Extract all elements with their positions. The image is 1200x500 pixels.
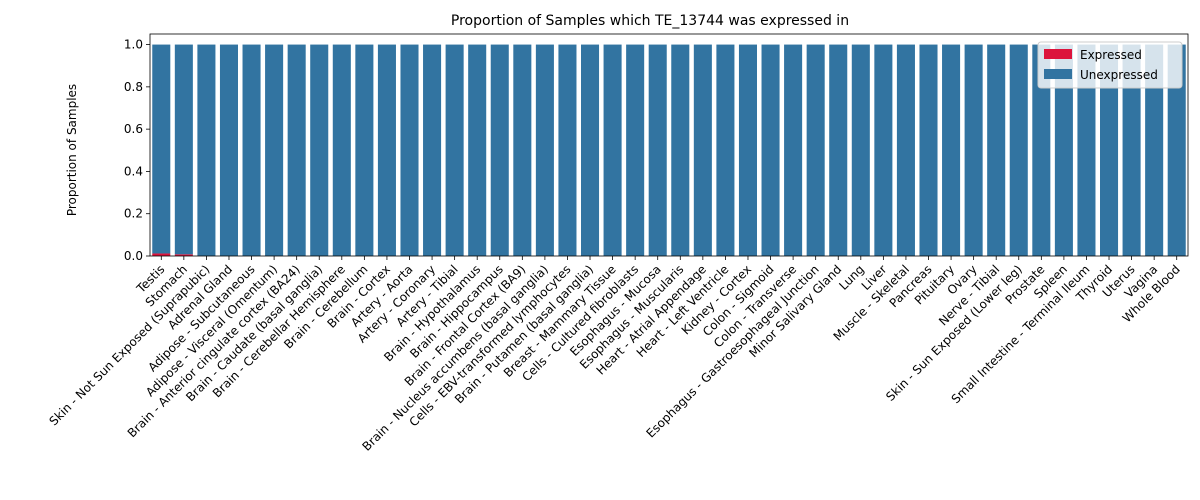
bar-unexpressed-24 — [693, 44, 712, 256]
bar-unexpressed-32 — [874, 44, 893, 256]
bar-unexpressed-42 — [1100, 44, 1119, 256]
y-tick-label-5: 1.0 — [124, 38, 143, 52]
bar-unexpressed-41 — [1077, 44, 1096, 256]
legend: Expressed Unexpressed — [1037, 41, 1183, 89]
bar-unexpressed-33 — [896, 44, 915, 256]
bar-unexpressed-8 — [332, 44, 351, 256]
x-tick-label-31: Lung — [836, 262, 867, 293]
bar-unexpressed-26 — [738, 44, 757, 256]
bar-unexpressed-2 — [197, 44, 216, 256]
bar-unexpressed-29 — [806, 44, 825, 256]
bar-unexpressed-28 — [784, 44, 803, 256]
bar-unexpressed-23 — [671, 44, 690, 256]
bar-unexpressed-17 — [535, 44, 554, 256]
y-tick-label-1: 0.2 — [124, 207, 143, 221]
bar-unexpressed-9 — [355, 44, 374, 256]
bar-unexpressed-16 — [513, 44, 532, 256]
legend-swatch-unexpressed — [1044, 69, 1072, 79]
bar-unexpressed-36 — [964, 44, 983, 256]
bar-unexpressed-4 — [242, 44, 261, 256]
bar-unexpressed-14 — [468, 44, 487, 256]
bar-unexpressed-43 — [1122, 44, 1141, 256]
bar-unexpressed-27 — [761, 44, 780, 256]
bar-unexpressed-44 — [1145, 44, 1164, 256]
bar-unexpressed-31 — [851, 44, 870, 256]
bar-unexpressed-6 — [287, 44, 306, 256]
axes-frame — [149, 33, 1189, 257]
bar-unexpressed-18 — [558, 44, 577, 256]
bar-unexpressed-40 — [1054, 44, 1073, 256]
bar-unexpressed-25 — [716, 44, 735, 256]
y-tick-label-0: 0.0 — [124, 249, 143, 263]
bar-unexpressed-22 — [648, 44, 667, 256]
bar-unexpressed-10 — [377, 44, 396, 256]
bar-unexpressed-12 — [423, 44, 442, 256]
bar-unexpressed-34 — [919, 44, 938, 256]
y-tick-label-4: 0.8 — [124, 80, 143, 94]
bar-unexpressed-11 — [400, 44, 419, 256]
bar-unexpressed-30 — [829, 44, 848, 256]
bar-unexpressed-0 — [152, 44, 171, 254]
legend-swatch-expressed — [1044, 49, 1072, 59]
bar-unexpressed-1 — [174, 44, 193, 255]
bar-unexpressed-21 — [626, 44, 645, 256]
bar-unexpressed-15 — [490, 44, 509, 256]
bar-unexpressed-45 — [1167, 44, 1186, 256]
bar-expressed-0 — [152, 253, 171, 256]
y-tick-label-3: 0.6 — [124, 122, 143, 136]
bar-unexpressed-7 — [310, 44, 329, 256]
bar-unexpressed-38 — [1009, 44, 1028, 256]
legend-box — [1037, 41, 1183, 89]
bar-unexpressed-3 — [219, 44, 238, 256]
bar-unexpressed-39 — [1032, 44, 1051, 256]
y-tick-label-2: 0.4 — [124, 164, 143, 178]
bar-unexpressed-19 — [581, 44, 600, 256]
bar-unexpressed-13 — [445, 44, 464, 256]
bar-unexpressed-5 — [265, 44, 284, 256]
legend-label-expressed: Expressed — [1080, 48, 1142, 62]
y-axis-title: Proportion of Samples — [65, 84, 79, 216]
bar-unexpressed-20 — [603, 44, 622, 256]
chart-title: Proportion of Samples which TE_13744 was… — [451, 13, 849, 29]
legend-label-unexpressed: Unexpressed — [1080, 68, 1158, 82]
bar-unexpressed-35 — [942, 44, 961, 256]
bar-expressed-1 — [174, 254, 193, 256]
bar-unexpressed-37 — [987, 44, 1006, 256]
